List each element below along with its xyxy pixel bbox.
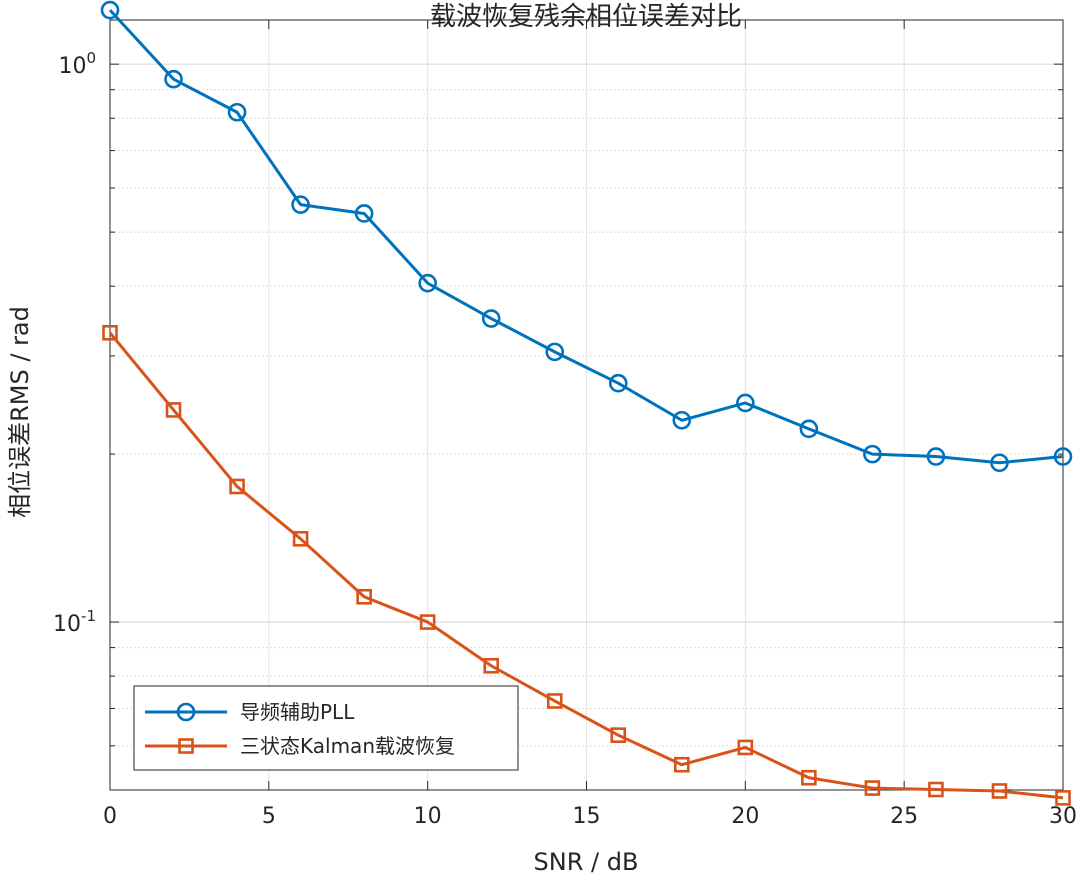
series-layer xyxy=(100,0,1073,806)
data-point xyxy=(418,273,437,293)
data-point xyxy=(546,693,563,709)
data-point xyxy=(292,531,309,547)
series-2 xyxy=(102,324,1071,806)
data-point xyxy=(864,780,881,796)
legend-box xyxy=(133,685,519,771)
x-tick-label: 25 xyxy=(890,804,918,829)
series-line xyxy=(108,9,1064,465)
data-point xyxy=(863,444,882,464)
data-point xyxy=(610,727,627,743)
axis-ticks xyxy=(109,20,1064,790)
x-tick-label: 10 xyxy=(414,804,442,829)
y-tick-label: 10-1 xyxy=(53,607,96,637)
data-point xyxy=(1053,447,1073,466)
series-line xyxy=(108,331,1064,800)
series-1 xyxy=(100,0,1073,473)
data-point xyxy=(356,588,372,605)
data-point xyxy=(928,781,944,798)
data-point xyxy=(737,739,754,756)
data-point xyxy=(990,453,1009,473)
x-axis-label: SNR / dB xyxy=(534,848,639,876)
chart-title: 载波恢复残余相位误差对比 xyxy=(430,2,742,32)
y-axis-label: 相位误差RMS / rad xyxy=(6,306,34,518)
data-point xyxy=(991,783,1008,799)
x-tick-label: 15 xyxy=(573,804,601,829)
data-point xyxy=(1055,790,1071,806)
data-point xyxy=(926,447,946,466)
data-point xyxy=(354,204,374,223)
data-point xyxy=(673,756,690,773)
x-tick-labels: 0 5 10 15 20 25 30 xyxy=(103,804,1077,829)
legend-entry: 三状态Kalman载波恢复 xyxy=(145,734,455,758)
x-tick-label: 30 xyxy=(1049,804,1077,829)
data-point xyxy=(608,373,628,393)
data-point xyxy=(801,769,817,786)
data-point xyxy=(481,309,501,328)
x-tick-label: 20 xyxy=(731,804,759,829)
legend-marker xyxy=(176,702,196,722)
data-point xyxy=(483,657,500,674)
data-point xyxy=(227,102,247,122)
data-point xyxy=(102,324,118,341)
legend: 导频辅助PLL 三状态Kalman载波恢复 xyxy=(133,685,519,771)
legend-label: 导频辅助PLL xyxy=(240,700,355,724)
data-point xyxy=(164,69,183,89)
legend-entry: 导频辅助PLL xyxy=(145,700,355,724)
legend-marker xyxy=(178,738,194,754)
data-point xyxy=(291,195,310,214)
data-point xyxy=(100,0,120,20)
data-point xyxy=(165,402,182,418)
y-tick-label: 100 xyxy=(58,49,96,79)
legend-label: 三状态Kalman载波恢复 xyxy=(240,734,455,758)
y-tick-labels: 10-1 100 xyxy=(53,49,96,637)
x-tick-label: 5 xyxy=(262,804,276,829)
data-point xyxy=(736,393,755,413)
data-point xyxy=(672,410,692,430)
data-point xyxy=(419,614,436,630)
x-tick-label: 0 xyxy=(103,804,117,829)
data-point xyxy=(229,478,245,495)
data-point xyxy=(799,419,819,439)
data-point xyxy=(545,342,565,362)
